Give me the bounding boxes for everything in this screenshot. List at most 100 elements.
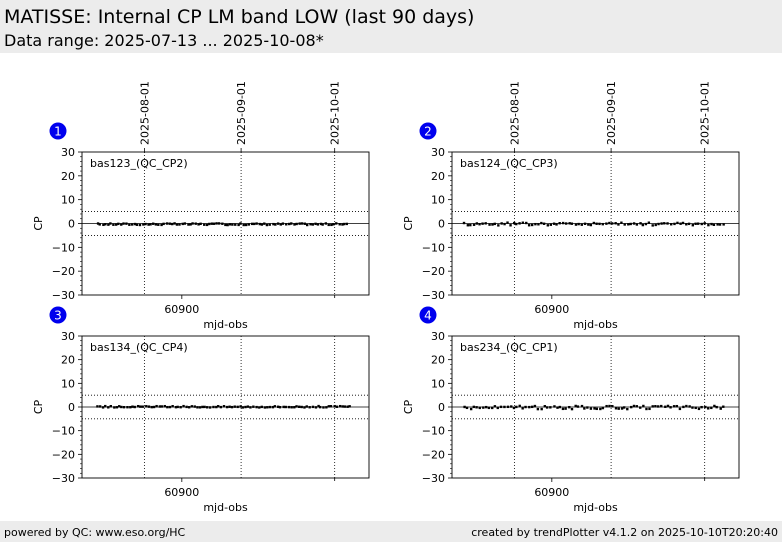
y-tick-label: 10: [61, 377, 75, 390]
data-point: [239, 405, 242, 408]
data-point: [549, 223, 553, 226]
data-point: [552, 222, 556, 225]
data-point: [510, 405, 513, 408]
data-point: [319, 222, 323, 226]
y-tick-label: 20: [61, 170, 75, 183]
data-point: [564, 222, 568, 225]
data-point: [669, 406, 672, 409]
chart-panel-3: −30 −20 −10 0 10 20 30 60900 mjd-obs CP bas134_(QC…: [32, 306, 370, 514]
y-tick-label: −20: [52, 265, 75, 278]
data-point: [160, 405, 164, 408]
y-tick-label: 30: [61, 330, 75, 343]
data-point: [669, 223, 673, 226]
data-point: [246, 405, 250, 408]
data-point: [666, 222, 669, 225]
y-tick-label: 20: [431, 354, 445, 367]
data-point: [608, 404, 611, 408]
data-point: [611, 405, 614, 408]
data-point: [599, 407, 602, 411]
data-point: [601, 406, 605, 410]
data-point: [506, 405, 510, 409]
panel-number-badge: [419, 122, 437, 140]
data-point: [122, 222, 125, 225]
data-point: [503, 405, 506, 409]
data-point: [623, 223, 626, 226]
data-point: [644, 222, 648, 226]
data-point: [478, 223, 481, 226]
data-point: [482, 406, 485, 409]
data-point: [300, 405, 303, 409]
data-point: [327, 223, 330, 227]
data-point: [574, 404, 577, 408]
chart-panel-1: −30 −20 −10 0 10 20 30 60900 2025-08-01 2025-09-0…: [32, 81, 370, 331]
data-point: [306, 223, 309, 227]
data-point: [205, 223, 209, 227]
data-point: [215, 405, 218, 409]
data-point: [564, 407, 567, 410]
data-point: [224, 223, 227, 227]
data-point: [500, 222, 503, 225]
data-point: [688, 405, 691, 408]
data-point: [515, 222, 518, 226]
data-point: [268, 223, 271, 226]
data-point: [309, 223, 312, 226]
data-point: [488, 223, 491, 226]
data-point: [128, 223, 131, 226]
data-point: [217, 222, 221, 225]
data-point: [185, 405, 188, 409]
data-point: [622, 406, 626, 409]
data-point: [574, 223, 578, 226]
data-point: [176, 405, 179, 409]
data-point: [101, 406, 105, 409]
data-point: [611, 222, 614, 225]
data-point: [300, 222, 304, 225]
data-point: [568, 222, 571, 225]
data-point: [154, 223, 158, 226]
y-tick-label: 0: [438, 218, 445, 231]
data-point: [472, 405, 476, 409]
data-point: [475, 222, 479, 225]
data-point: [247, 223, 251, 226]
data-point: [324, 222, 328, 225]
data-point: [303, 222, 306, 225]
data-point: [260, 405, 263, 409]
y-tick-label: −10: [422, 241, 445, 254]
data-point: [694, 222, 697, 225]
data-point: [617, 223, 620, 226]
data-point: [210, 222, 214, 225]
data-point: [165, 222, 169, 225]
data-point: [645, 407, 648, 411]
panel-number-text: 4: [424, 309, 432, 323]
header-bar: MATISSE: Internal CP LM band LOW (last 9…: [0, 0, 782, 53]
data-point: [568, 405, 571, 409]
data-point: [685, 404, 688, 408]
data-point: [620, 407, 624, 410]
data-point: [675, 404, 679, 408]
data-point: [333, 404, 336, 408]
data-point: [530, 223, 534, 227]
data-point: [329, 405, 333, 408]
data-point: [252, 405, 255, 408]
data-point: [605, 404, 608, 408]
data-point: [278, 405, 282, 409]
data-point: [226, 223, 229, 227]
data-point: [710, 222, 713, 226]
data-point: [469, 407, 473, 411]
data-point: [491, 223, 494, 226]
data-point: [335, 222, 338, 225]
data-point: [265, 223, 269, 227]
date-tick-label: 2025-10-01: [699, 81, 712, 145]
data-point: [104, 404, 107, 408]
data-point: [285, 223, 288, 226]
y-tick-label: 30: [431, 330, 445, 343]
data-point: [130, 223, 134, 226]
data-point: [293, 223, 296, 226]
data-point: [561, 221, 565, 225]
data-point: [252, 222, 256, 226]
data-point: [345, 222, 348, 226]
data-point: [491, 406, 494, 410]
data-point: [236, 405, 239, 409]
data-point: [109, 222, 112, 225]
data-point: [341, 223, 344, 226]
data-point: [212, 405, 215, 409]
